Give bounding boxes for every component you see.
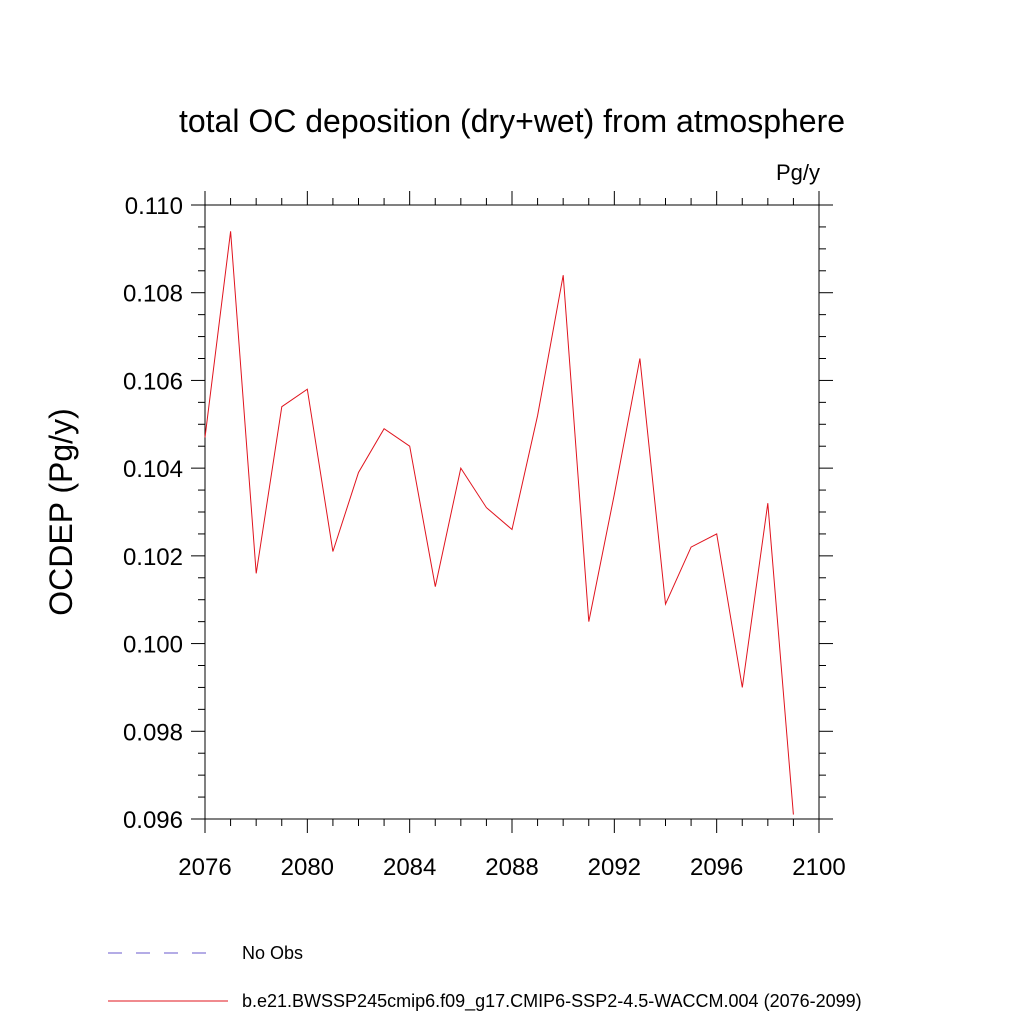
legend-label-series: b.e21.BWSSP245cmip6.f09_g17.CMIP6-SSP2-4… xyxy=(242,991,862,1012)
y-tick-label: 0.102 xyxy=(123,544,183,571)
series-layer xyxy=(204,231,794,815)
y-tick-label: 0.104 xyxy=(123,456,183,483)
units-label: Pg/y xyxy=(776,160,820,185)
axis-tick-labels: 2076 2080 2084 2088 2092 2096 2100 0.096 0.098 0.… xyxy=(123,193,846,881)
x-tick-label: 2080 xyxy=(281,854,334,881)
x-tick-label: 2100 xyxy=(792,854,845,881)
x-tick-label: 2096 xyxy=(690,854,743,881)
y-tick-label: 0.106 xyxy=(123,368,183,395)
x-tick-label: 2084 xyxy=(383,854,436,881)
x-tick-label: 2076 xyxy=(178,854,231,881)
y-tick-label: 0.108 xyxy=(123,281,183,308)
y-axis-label: OCDEP (Pg/y) xyxy=(43,408,79,615)
y-tick-label: 0.098 xyxy=(123,719,183,746)
series-line xyxy=(204,231,794,815)
axis-ticks xyxy=(191,191,833,833)
x-tick-label: 2092 xyxy=(588,854,641,881)
y-tick-label: 0.096 xyxy=(123,807,183,834)
legend: No Obs b.e21.BWSSP245cmip6.f09_g17.CMIP6… xyxy=(108,943,862,1012)
chart-title: total OC deposition (dry+wet) from atmos… xyxy=(179,103,845,139)
plot-frame xyxy=(204,204,820,820)
y-tick-label: 0.110 xyxy=(125,193,183,220)
y-tick-label: 0.100 xyxy=(123,632,183,659)
legend-label-no-obs: No Obs xyxy=(242,943,303,963)
x-tick-label: 2088 xyxy=(485,854,538,881)
